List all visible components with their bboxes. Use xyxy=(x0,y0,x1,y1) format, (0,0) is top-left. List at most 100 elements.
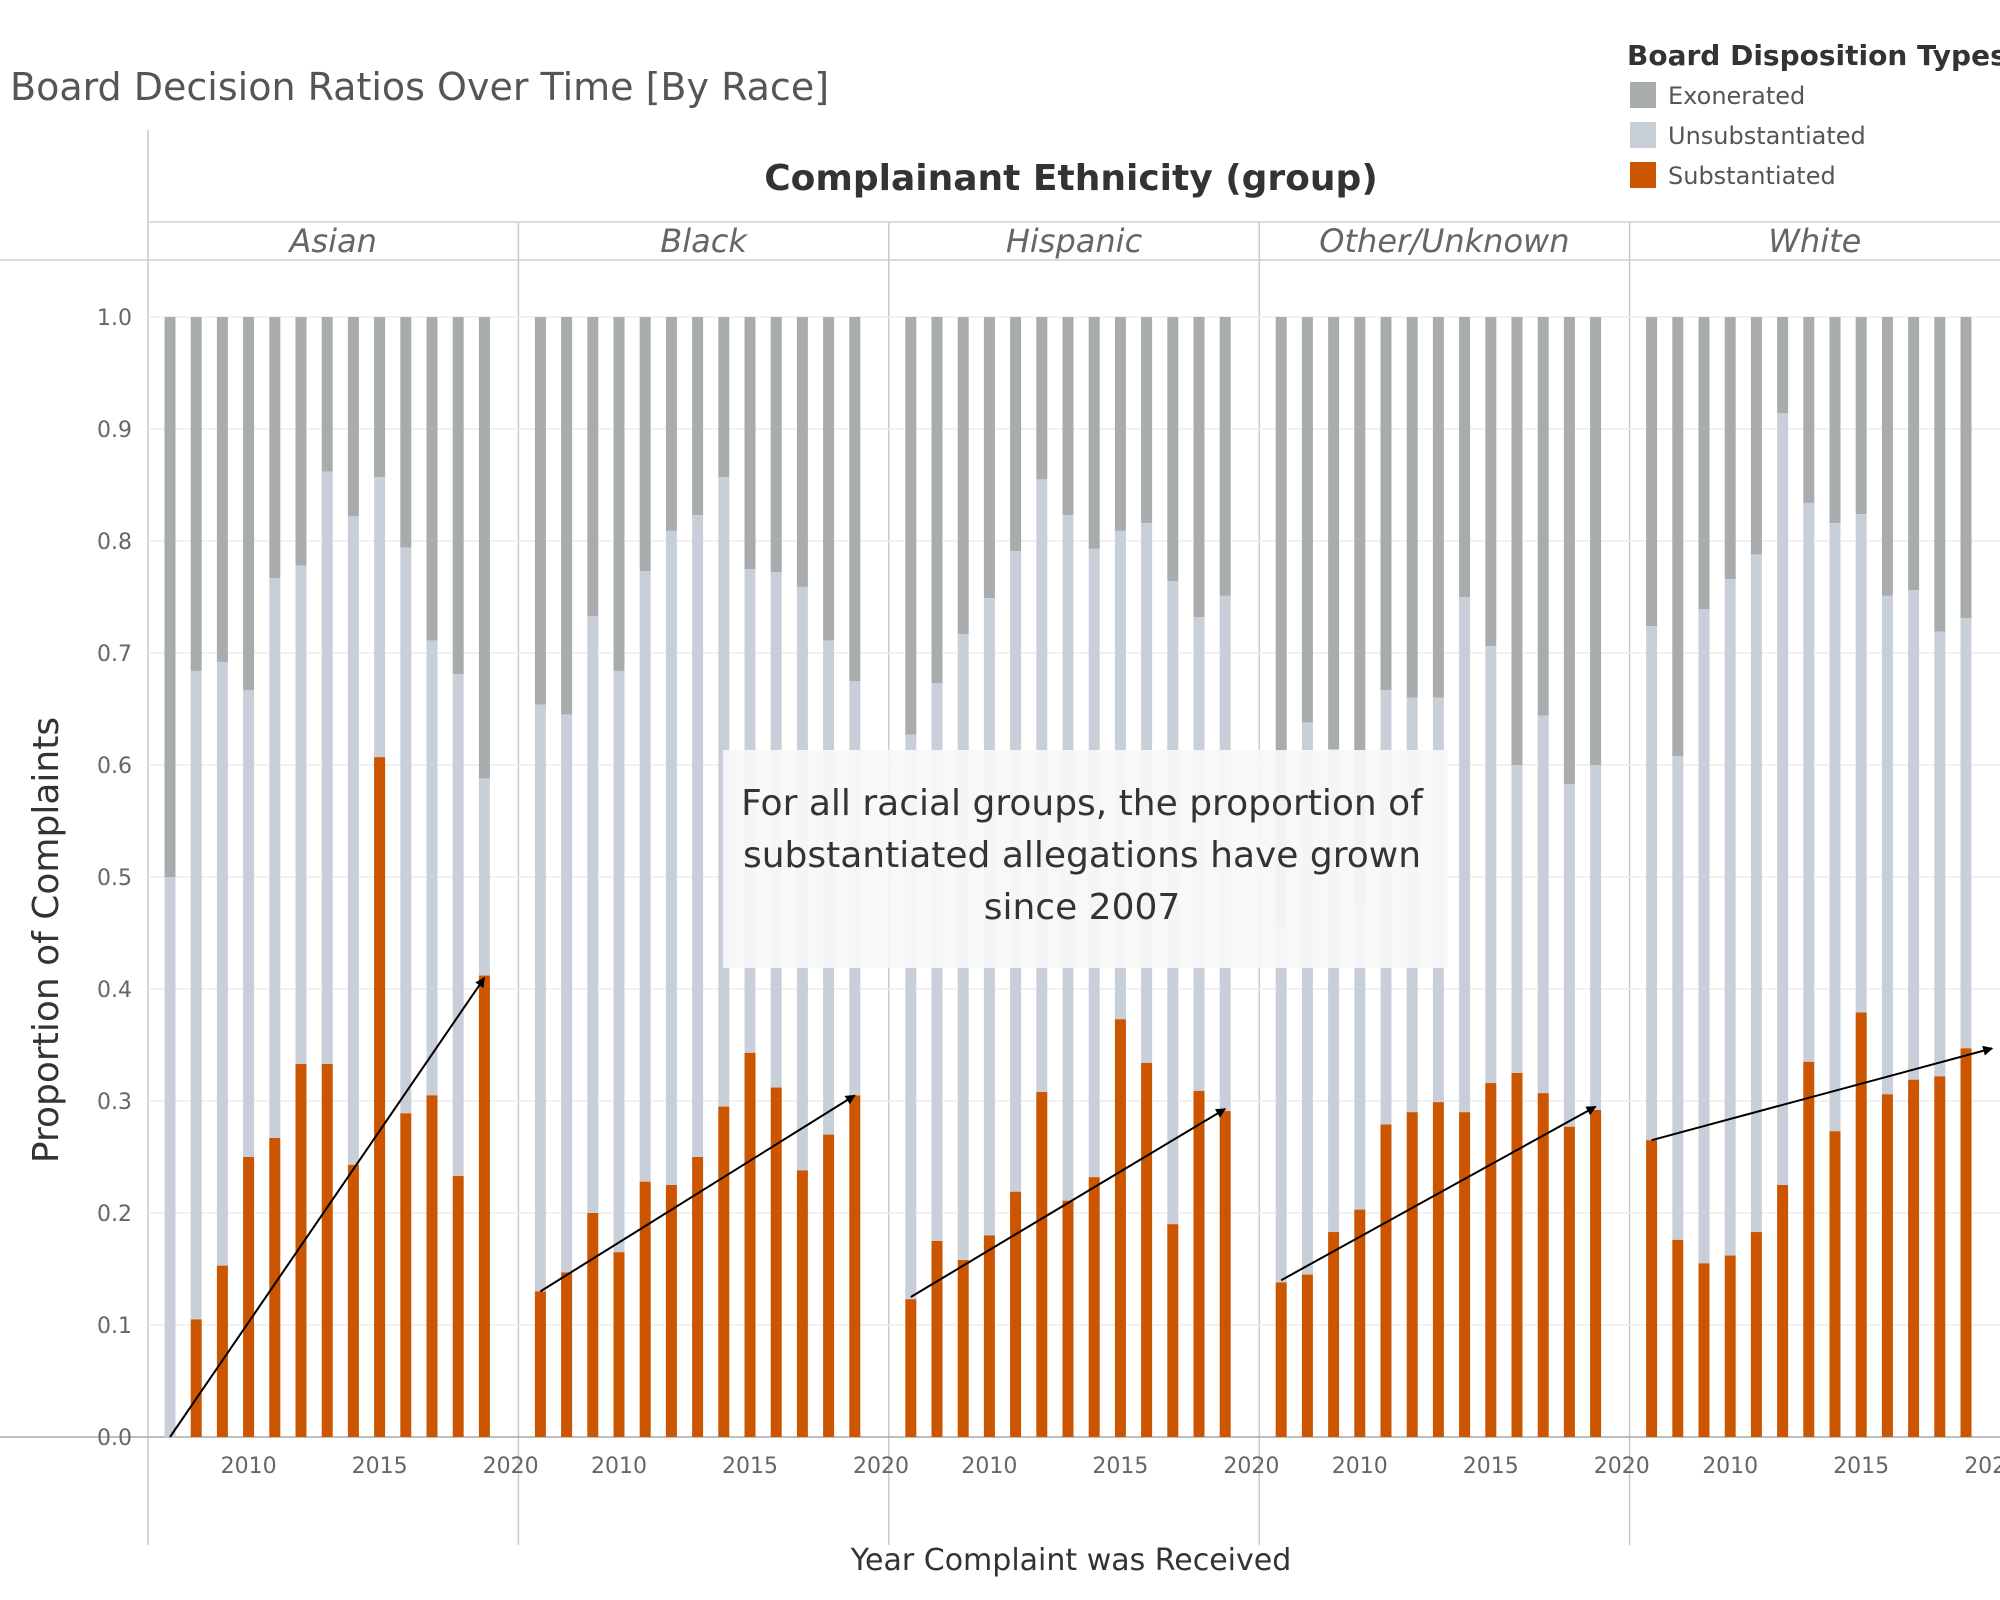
bar-exonerated xyxy=(374,317,386,478)
bar-unsubstantiated xyxy=(1724,579,1736,1256)
bar-substantiated xyxy=(1672,1239,1684,1437)
bar-substantiated xyxy=(269,1137,281,1437)
panel: Other/Unknown 2010 2015 2020 xyxy=(1275,222,1650,1479)
bar-substantiated xyxy=(534,1291,546,1437)
legend-swatch-unsubstantiated xyxy=(1630,122,1656,148)
column-header: Complainant Ethnicity (group) xyxy=(764,158,1378,199)
bar-substantiated xyxy=(1459,1112,1471,1437)
y-tick-label: 0.0 xyxy=(97,1426,132,1451)
bar-substantiated xyxy=(1934,1076,1946,1437)
bar-substantiated xyxy=(1062,1200,1074,1437)
annotation-text-line: since 2007 xyxy=(984,887,1181,928)
bar-substantiated xyxy=(905,1299,917,1437)
panel-name: Asian xyxy=(288,222,377,260)
bar-unsubstantiated xyxy=(1590,765,1602,1110)
bar-exonerated xyxy=(1777,317,1789,414)
bar-substantiated xyxy=(347,1164,359,1437)
bar-substantiated xyxy=(1537,1093,1549,1437)
bar-exonerated xyxy=(1380,317,1392,690)
y-axis-label: Proportion of Complaints xyxy=(26,717,67,1163)
bar-unsubstantiated xyxy=(587,616,599,1213)
bar-substantiated xyxy=(1301,1274,1313,1437)
bar-unsubstantiated xyxy=(243,689,255,1157)
bar-exonerated xyxy=(1881,317,1893,596)
trend-arrow xyxy=(910,1107,1227,1298)
bar-substantiated xyxy=(931,1241,943,1437)
bar-exonerated xyxy=(1646,317,1658,627)
bar-substantiated xyxy=(718,1106,730,1437)
panel-name: Black xyxy=(660,222,748,260)
bar-substantiated xyxy=(639,1181,651,1437)
bar-exonerated xyxy=(1088,317,1100,549)
x-tick-label: 2020 xyxy=(483,1454,539,1479)
bar-exonerated xyxy=(931,317,943,684)
bar-exonerated xyxy=(216,317,228,662)
bar-exonerated xyxy=(1219,317,1231,596)
bar-exonerated xyxy=(295,317,307,566)
bar-exonerated xyxy=(1485,317,1497,647)
panels: Asian 2010 2015 2020 Black 2010 2015 2020 Hispan… xyxy=(164,222,2000,1479)
bar-substantiated xyxy=(1511,1073,1523,1437)
bar-substantiated xyxy=(1590,1109,1602,1437)
bar-substantiated xyxy=(849,1095,861,1437)
bar-substantiated xyxy=(587,1213,599,1437)
bar-exonerated xyxy=(1803,317,1815,503)
bar-exonerated xyxy=(452,317,464,675)
bar-exonerated xyxy=(164,317,176,877)
bar-exonerated xyxy=(1328,317,1340,750)
bar-unsubstantiated xyxy=(1354,905,1366,1210)
y-tick-label: 0.8 xyxy=(97,530,132,555)
bar-unsubstantiated xyxy=(426,640,438,1096)
bar-unsubstantiated xyxy=(1750,554,1762,1233)
trend-arrow xyxy=(1651,1045,1994,1142)
bar-exonerated xyxy=(190,317,202,671)
x-tick-label: 2010 xyxy=(1332,1454,1388,1479)
bar-substantiated xyxy=(1354,1209,1366,1437)
y-tick-label: 0.2 xyxy=(97,1202,132,1227)
bar-unsubstantiated xyxy=(374,477,386,758)
bar-exonerated xyxy=(1537,317,1549,716)
bar-unsubstantiated xyxy=(639,571,651,1182)
bar-exonerated xyxy=(321,317,333,472)
bar-exonerated xyxy=(744,317,756,569)
bar-exonerated xyxy=(400,317,412,548)
bar-substantiated xyxy=(1167,1224,1179,1437)
bar-exonerated xyxy=(1563,317,1575,785)
bar-exonerated xyxy=(1275,317,1287,927)
bar-substantiated xyxy=(823,1134,835,1437)
bar-unsubstantiated xyxy=(561,714,573,1273)
bar-substantiated xyxy=(770,1087,782,1437)
bar-substantiated xyxy=(1750,1232,1762,1437)
bar-substantiated xyxy=(1646,1140,1658,1437)
bar-substantiated xyxy=(561,1272,573,1437)
bar-unsubstantiated xyxy=(1328,749,1340,1233)
bar-unsubstantiated xyxy=(164,877,176,1437)
bar-substantiated xyxy=(1432,1102,1444,1437)
bar-substantiated xyxy=(321,1064,333,1437)
bar-exonerated xyxy=(1908,317,1920,591)
bar-unsubstantiated xyxy=(216,661,228,1266)
y-tick-label: 0.6 xyxy=(97,754,132,779)
bar-substantiated xyxy=(190,1319,202,1437)
bar-unsubstantiated xyxy=(1960,618,1972,1049)
bar-unsubstantiated xyxy=(1563,784,1575,1127)
bar-substantiated xyxy=(426,1095,438,1437)
bar-unsubstantiated xyxy=(347,516,359,1165)
bar-exonerated xyxy=(796,317,808,587)
legend-label-unsubstantiated: Unsubstantiated xyxy=(1668,122,1866,150)
bar-substantiated xyxy=(1275,1282,1287,1437)
legend-label-substantiated: Substantiated xyxy=(1668,162,1836,190)
bar-unsubstantiated xyxy=(295,565,307,1065)
chart-title: Board Decision Ratios Over Time [By Race… xyxy=(10,65,829,109)
bar-unsubstantiated xyxy=(1485,646,1497,1084)
bar-exonerated xyxy=(1855,317,1867,515)
bar-substantiated xyxy=(1881,1094,1893,1437)
bar-unsubstantiated xyxy=(1698,609,1710,1264)
bar-substantiated xyxy=(1380,1124,1392,1437)
bar-substantiated xyxy=(243,1157,255,1437)
bar-substantiated xyxy=(1114,1019,1126,1437)
bar-exonerated xyxy=(1724,317,1736,580)
annotation-text-line: For all racial groups, the proportion of xyxy=(741,783,1424,824)
bar-exonerated xyxy=(1062,317,1074,516)
